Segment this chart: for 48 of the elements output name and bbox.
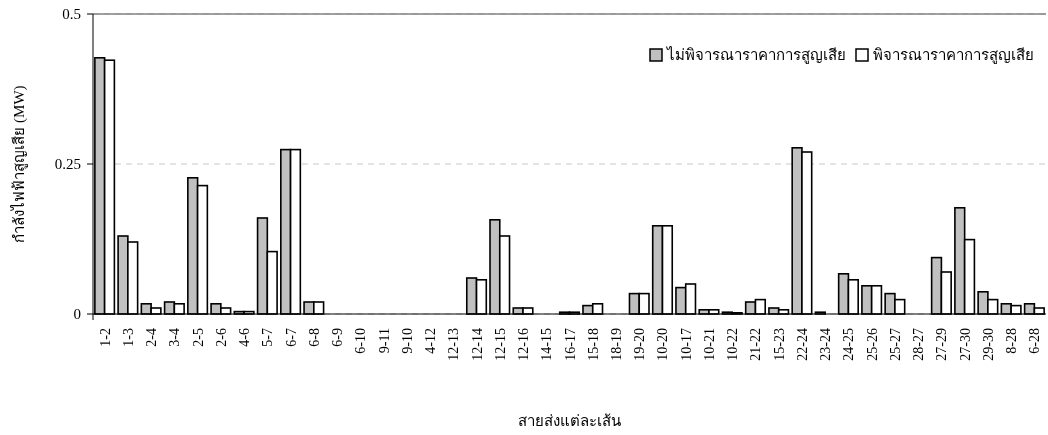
x-axis-title: สายส่งแต่ละเส้น: [518, 413, 621, 429]
x-tick-label: 4-12: [423, 328, 439, 354]
x-tick-label: 24-25: [841, 328, 857, 361]
x-tick-label: 10-17: [678, 328, 694, 361]
y-tick-label: 0.25: [54, 156, 81, 172]
x-tick-label: 18-19: [608, 328, 624, 361]
x-tick-label: 2-5: [190, 328, 206, 347]
x-tick-label: 5-7: [260, 328, 276, 347]
x-tick-label: 6-8: [306, 328, 322, 347]
x-tick-label: 27-29: [934, 328, 950, 361]
x-tick-label: 1-3: [120, 328, 136, 347]
legend-label: ไม่พิจารณาราคาการสูญเสีย: [666, 46, 846, 64]
x-tick-label: 12-13: [446, 328, 462, 361]
x-tick-label: 4-6: [237, 328, 253, 347]
x-tick-label: 2-4: [144, 328, 160, 347]
x-tick-label: 9-10: [399, 328, 415, 354]
x-tick-label: 15-23: [771, 328, 787, 361]
x-tick-label: 8-28: [1004, 328, 1020, 354]
y-tick-label: 0: [73, 306, 81, 322]
x-tick-label: 2-6: [213, 328, 229, 347]
x-tick-label: 29-30: [980, 328, 996, 361]
x-tick-label: 12-15: [492, 328, 508, 361]
x-tick-label: 21-22: [748, 328, 764, 361]
x-tick-label: 25-26: [864, 328, 880, 361]
x-tick-label: 6-9: [330, 328, 346, 347]
x-tick-label: 28-27: [911, 328, 927, 361]
x-tick-label: 12-16: [516, 328, 532, 361]
x-tick-label: 10-22: [725, 328, 741, 361]
x-tick-label: 16-17: [562, 328, 578, 361]
x-tick-label: 15-18: [585, 328, 601, 361]
x-tick-label: 25-27: [887, 328, 903, 361]
x-tick-label: 22-24: [794, 328, 810, 361]
x-tick-label: 12-14: [469, 328, 485, 361]
x-tick-label: 19-20: [632, 328, 648, 361]
x-tick-label: 1-2: [97, 328, 113, 347]
x-tick-label: 23-24: [818, 328, 834, 361]
x-tick-label: 6-7: [283, 328, 299, 347]
x-tick-label: 14-15: [539, 328, 555, 361]
x-tick-label: 27-30: [957, 328, 973, 361]
x-tick-label: 6-28: [1027, 328, 1043, 354]
x-tick-label: 3-4: [167, 328, 183, 347]
x-tick-label: 9-11: [376, 328, 392, 354]
y-tick-label: 0.5: [62, 6, 81, 22]
legend-label: พิจารณาราคาการสูญเสีย: [873, 47, 1034, 64]
x-tick-label: 10-21: [701, 328, 717, 361]
y-axis-title: กำลังไฟฟ้าสูญเสีย (MW): [10, 85, 28, 243]
x-tick-label: 6-10: [353, 328, 369, 354]
x-tick-label: 10-20: [655, 328, 671, 361]
